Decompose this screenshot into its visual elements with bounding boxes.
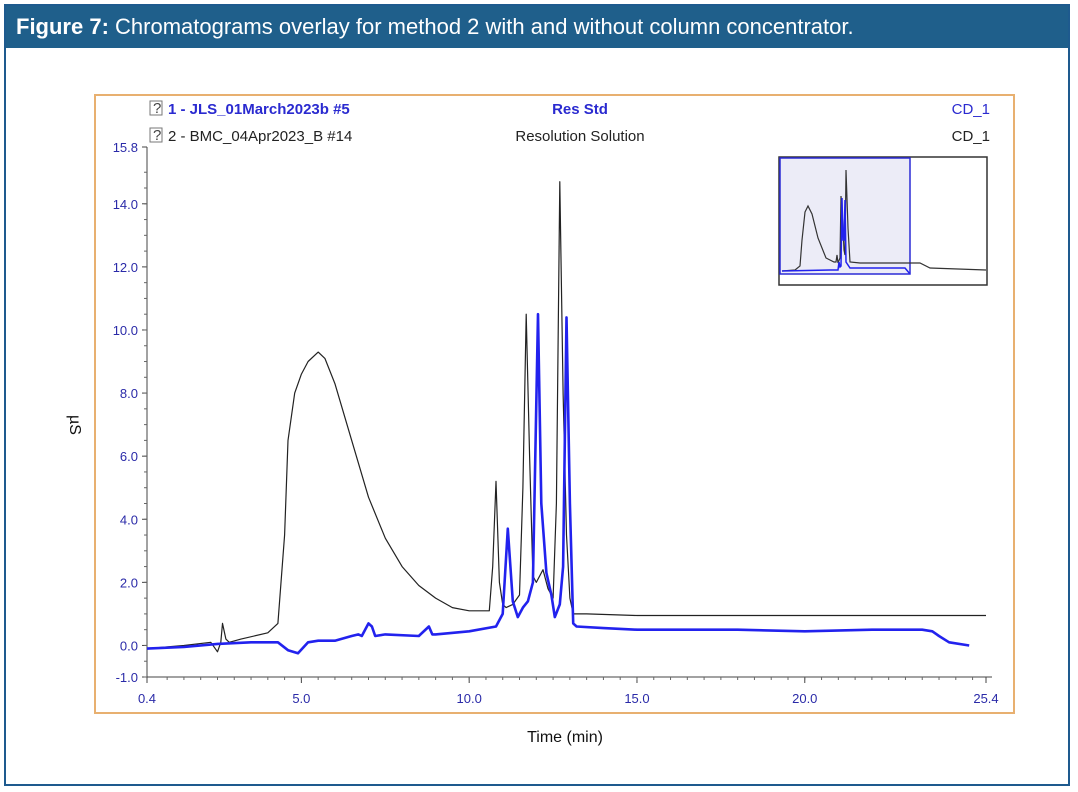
x-axis-label: Time (min) bbox=[527, 729, 603, 746]
x-tick-label: 15.0 bbox=[624, 691, 649, 706]
series2-marker-icon bbox=[149, 127, 163, 143]
y-axis-label: µS bbox=[66, 415, 83, 435]
series1-detector: CD_1 bbox=[952, 101, 990, 118]
y-tick-label: -1.0 bbox=[116, 670, 138, 685]
x-tick-label: 0.4 bbox=[138, 691, 156, 706]
series-lines bbox=[146, 181, 986, 655]
x-tick-label: 10.0 bbox=[457, 691, 482, 706]
y-tick-label: 0.0 bbox=[120, 638, 138, 653]
y-tick-label: 4.0 bbox=[120, 512, 138, 527]
y-tick-label: 6.0 bbox=[120, 449, 138, 464]
series2-marker-glyph: ? bbox=[153, 127, 161, 144]
figure-title-banner: Figure 7: Chromatograms overlay for meth… bbox=[6, 6, 1068, 48]
y-tick-label: 12.0 bbox=[113, 260, 138, 275]
series1-marker-icon bbox=[149, 100, 163, 116]
series1-name: 1 - JLS_01March2023b #5 bbox=[168, 101, 350, 118]
y-ticks: 15.8 14.0 12.0 10.0 8.0 6.0 4.0 2.0 0.0 -1.0 bbox=[113, 140, 147, 685]
x-ticks: 0.4 5.0 10.0 15.0 20.0 25.4 bbox=[138, 677, 999, 706]
y-tick-label: 10.0 bbox=[113, 323, 138, 338]
x-tick-label: 25.4 bbox=[973, 691, 998, 706]
series1-line bbox=[146, 312, 970, 655]
y-tick-label: 8.0 bbox=[120, 386, 138, 401]
inset-overview bbox=[778, 156, 988, 286]
inset-series2 bbox=[781, 169, 987, 272]
series2-line bbox=[146, 181, 986, 653]
series2-sample: Resolution Solution bbox=[515, 128, 644, 145]
inset-series1 bbox=[781, 197, 911, 275]
y-tick-label: 14.0 bbox=[113, 197, 138, 212]
series2-detector: CD_1 bbox=[952, 128, 990, 145]
y-tick-label: 15.8 bbox=[113, 140, 138, 155]
legend-header: ? 1 - JLS_01March2023b #5 Res Std CD_1 ?… bbox=[149, 100, 990, 145]
series1-sample: Res Std bbox=[552, 101, 608, 118]
x-tick-label: 20.0 bbox=[792, 691, 817, 706]
figure-label: Figure 7: bbox=[16, 14, 109, 39]
x-tick-label: 5.0 bbox=[292, 691, 310, 706]
series1-marker-glyph: ? bbox=[153, 100, 161, 117]
y-tick-label: 2.0 bbox=[120, 575, 138, 590]
figure-caption: Chromatograms overlay for method 2 with … bbox=[115, 14, 854, 39]
series2-name: 2 - BMC_04Apr2023_B #14 bbox=[168, 128, 352, 145]
